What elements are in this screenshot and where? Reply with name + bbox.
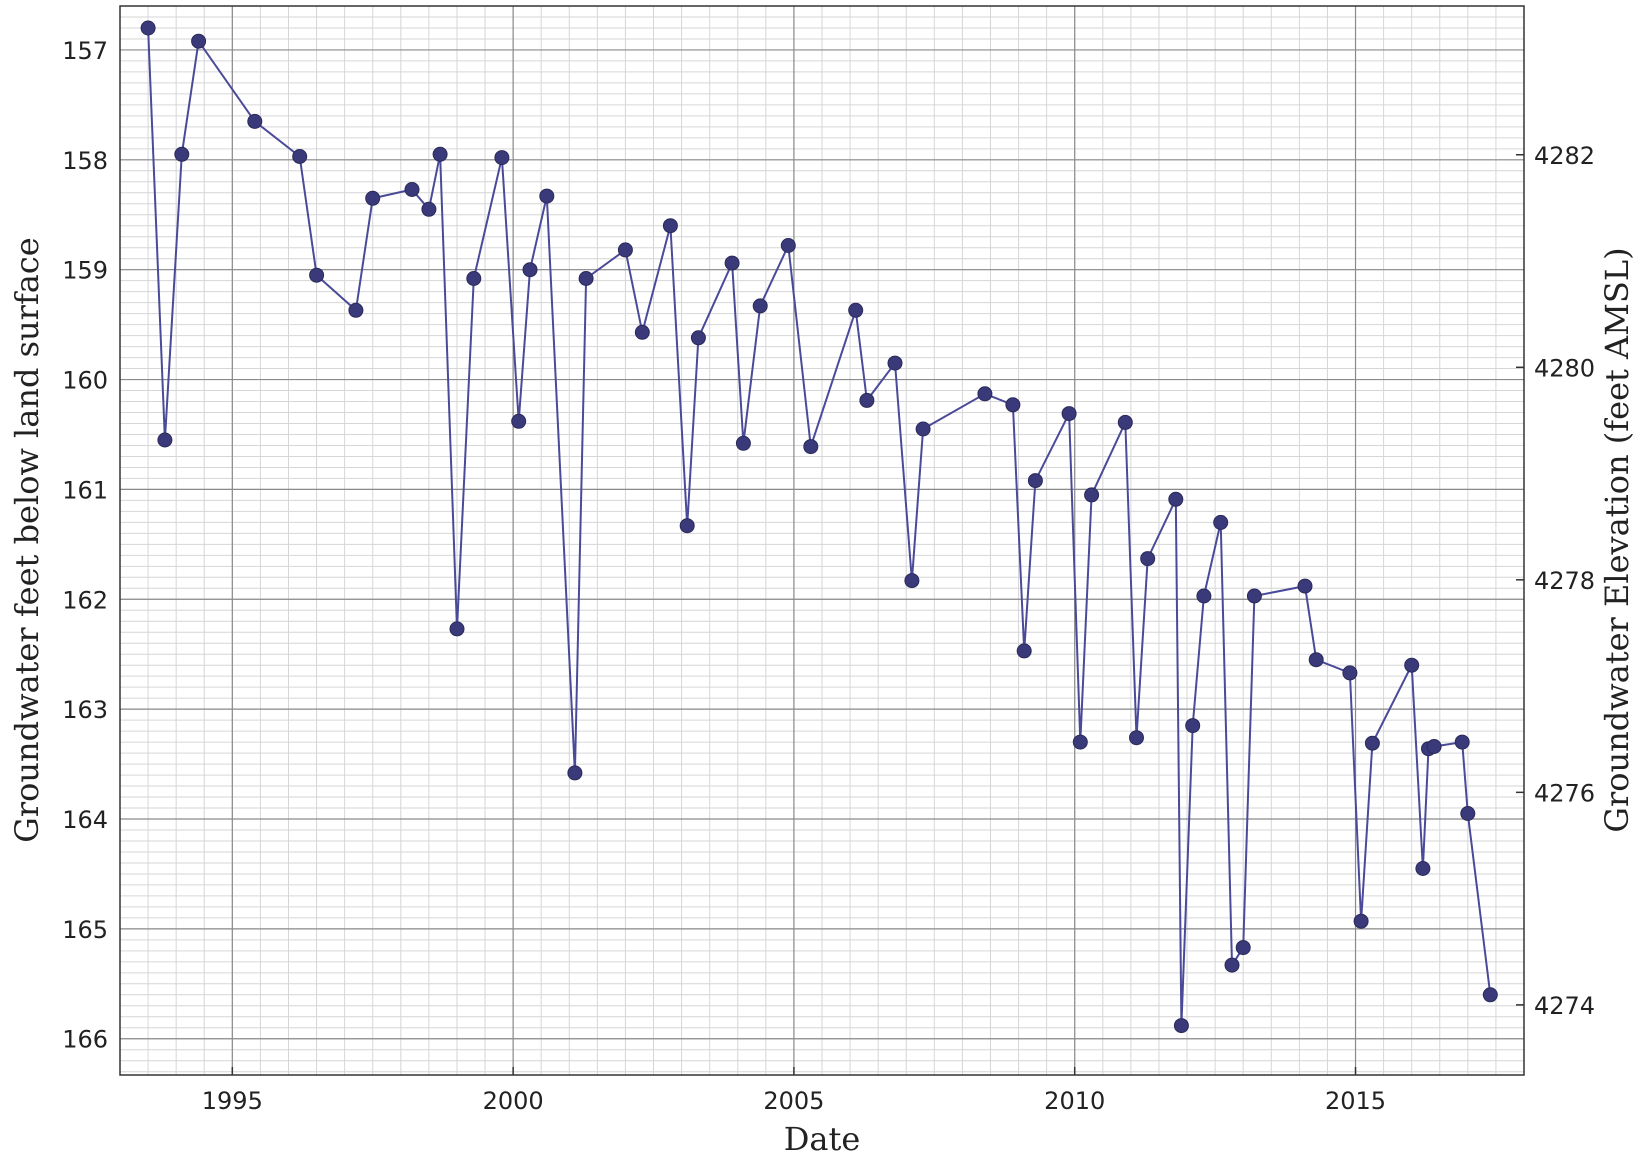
y-tick-label-right: 4280: [1534, 354, 1595, 382]
x-tick-label: 2010: [1044, 1087, 1105, 1115]
y-tick-label-right: 4278: [1534, 567, 1595, 595]
data-point[interactable]: [752, 298, 768, 314]
data-point[interactable]: [1117, 414, 1133, 430]
x-tick-label: 1995: [202, 1087, 263, 1115]
data-point[interactable]: [421, 201, 437, 217]
data-point[interactable]: [735, 435, 751, 451]
data-point[interactable]: [1353, 913, 1369, 929]
data-point[interactable]: [887, 355, 903, 371]
y-tick-labels-right: 4282 4280 4278 4276 4274: [1516, 142, 1595, 1020]
data-point[interactable]: [539, 188, 555, 204]
data-point[interactable]: [1454, 734, 1470, 750]
data-point[interactable]: [904, 573, 920, 589]
data-point[interactable]: [1173, 1018, 1189, 1034]
data-point[interactable]: [915, 421, 931, 437]
y-tick-label-left: 159: [62, 257, 108, 285]
data-point[interactable]: [1016, 643, 1032, 659]
data-point[interactable]: [578, 271, 594, 286]
data-point[interactable]: [494, 150, 510, 166]
y-tick-label-left: 162: [62, 586, 108, 614]
data-point[interactable]: [617, 242, 633, 258]
data-point[interactable]: [1342, 665, 1358, 681]
data-point[interactable]: [1297, 578, 1313, 594]
data-point[interactable]: [1061, 406, 1077, 422]
data-point[interactable]: [977, 386, 993, 402]
data-point[interactable]: [1185, 718, 1201, 734]
data-point[interactable]: [247, 113, 263, 129]
data-point[interactable]: [511, 413, 527, 429]
data-point[interactable]: [292, 149, 308, 164]
data-point[interactable]: [449, 621, 465, 637]
data-point[interactable]: [724, 255, 740, 271]
data-point[interactable]: [1196, 588, 1212, 604]
y-tick-label-left: 158: [62, 147, 108, 175]
data-point[interactable]: [522, 262, 538, 278]
y-tick-label-left: 163: [62, 696, 108, 724]
data-point[interactable]: [1415, 861, 1431, 876]
data-point[interactable]: [157, 432, 173, 448]
data-point[interactable]: [1072, 734, 1088, 750]
data-point[interactable]: [174, 146, 190, 162]
data-point[interactable]: [780, 238, 796, 253]
data-point[interactable]: [1308, 652, 1324, 668]
data-point[interactable]: [662, 218, 678, 234]
x-tick-label: 2005: [763, 1087, 824, 1115]
data-point[interactable]: [191, 33, 207, 49]
y-axis-title-right: Groundwater Elevation (feet AMSL): [1598, 247, 1636, 832]
data-point[interactable]: [1168, 491, 1184, 507]
data-point[interactable]: [1140, 551, 1156, 567]
data-point[interactable]: [1084, 487, 1100, 503]
plot-frame: [119, 5, 1525, 1076]
data-point[interactable]: [466, 271, 482, 286]
series-layer: [140, 20, 1498, 1034]
data-point[interactable]: [848, 302, 864, 318]
y-tick-label-left: 161: [62, 476, 108, 504]
data-point[interactable]: [567, 765, 583, 781]
data-point[interactable]: [1426, 739, 1442, 754]
data-point[interactable]: [690, 330, 706, 346]
data-point[interactable]: [348, 302, 364, 318]
data-point[interactable]: [1129, 730, 1144, 746]
x-axis-title: Date: [784, 1120, 861, 1158]
grid-layer: [119, 5, 1525, 1075]
y-tick-label-left: 165: [62, 916, 108, 944]
data-point[interactable]: [1460, 806, 1476, 821]
y-tick-label-right: 4282: [1534, 142, 1595, 170]
y-tick-label-right: 4276: [1534, 779, 1595, 807]
data-point[interactable]: [1482, 987, 1498, 1003]
data-point[interactable]: [634, 324, 650, 340]
data-point[interactable]: [1224, 957, 1240, 973]
y-axis-title-left: Groundwater feet below land surface: [8, 237, 46, 842]
y-tick-label-left: 157: [62, 37, 108, 65]
y-tick-label-left: 166: [62, 1026, 108, 1054]
data-point[interactable]: [365, 190, 381, 206]
data-point[interactable]: [1027, 473, 1043, 489]
data-point[interactable]: [679, 518, 695, 534]
x-tick-label: 2000: [483, 1087, 544, 1115]
x-tick-labels: 1995 2000 2005 2010 2015: [202, 1067, 1386, 1115]
y-tick-label-left: 164: [62, 806, 108, 834]
data-point[interactable]: [1364, 735, 1380, 751]
data-point[interactable]: [1404, 657, 1420, 673]
x-tick-label: 2015: [1325, 1087, 1386, 1115]
data-point[interactable]: [1213, 514, 1229, 530]
data-point[interactable]: [309, 267, 325, 283]
data-point[interactable]: [803, 439, 819, 455]
data-point[interactable]: [404, 182, 420, 197]
y-tick-labels-left: 157 158 159 160 161 162 163 164 165 166: [62, 37, 108, 1054]
data-point[interactable]: [859, 392, 875, 408]
y-tick-label-left: 160: [62, 367, 108, 395]
data-point[interactable]: [432, 146, 448, 162]
y-tick-label-right: 4274: [1534, 992, 1595, 1020]
data-point[interactable]: [1235, 940, 1251, 956]
data-point[interactable]: [140, 20, 156, 36]
data-point[interactable]: [1246, 588, 1262, 604]
data-point[interactable]: [1005, 397, 1021, 413]
series-line: [147, 27, 1492, 1026]
